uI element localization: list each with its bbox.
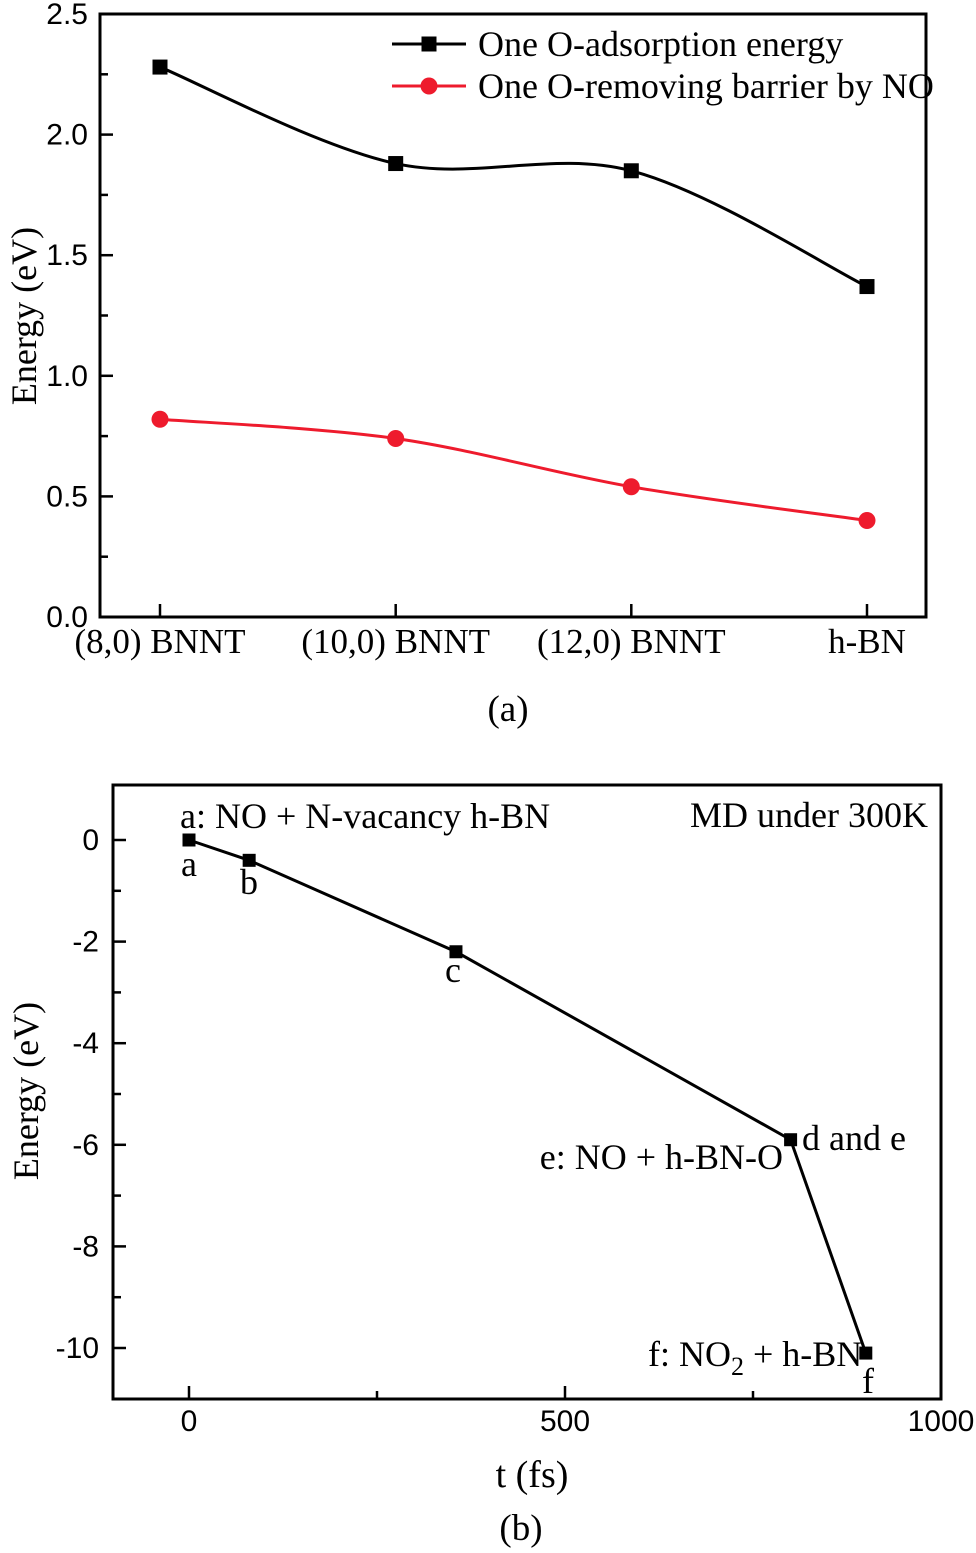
annotation-f-no2-hbn: f: NO2 + h-BN bbox=[648, 1334, 862, 1381]
panel-a-axes: 0.0 0.5 1.0 1.5 2.0 2.5 bbox=[46, 0, 928, 634]
data-point-marker bbox=[449, 945, 463, 959]
y-tick-label: -6 bbox=[72, 1129, 99, 1162]
legend-label-removing: One O-removing barrier by NO bbox=[478, 66, 934, 106]
point-label-f: f bbox=[862, 1361, 874, 1401]
y-tick-label: -10 bbox=[56, 1332, 99, 1365]
data-point-marker bbox=[152, 59, 168, 75]
y-tick-label: 1.0 bbox=[46, 360, 88, 393]
panel-a-category-h-bn: h-BN bbox=[828, 622, 906, 661]
panel-b-series bbox=[182, 833, 873, 1360]
y-tick-label: 0.0 bbox=[46, 601, 88, 634]
panel-b-y-axis-title: Energy (eV) bbox=[6, 1002, 46, 1180]
point-label-c: c bbox=[445, 950, 461, 990]
data-point-marker bbox=[784, 1133, 798, 1147]
x-tick-label: 500 bbox=[540, 1405, 590, 1438]
legend-circle-marker bbox=[420, 77, 438, 95]
data-point-marker bbox=[859, 1346, 873, 1360]
y-tick-label: -4 bbox=[72, 1027, 99, 1060]
panel-a: 0.0 0.5 1.0 1.5 2.0 2.5 Energy (eV) One O-ads… bbox=[4, 0, 934, 730]
panel-a-category-8-0-bnnt: (8,0) BNNT bbox=[74, 622, 245, 661]
panel-b-caption: (b) bbox=[499, 1508, 542, 1549]
y-tick-label: 1.5 bbox=[46, 239, 88, 272]
annotation-f-suffix: + h-BN bbox=[744, 1334, 862, 1374]
point-label-a: a bbox=[181, 844, 197, 884]
data-point-marker bbox=[388, 156, 404, 172]
panel-b: 0 -2 -4 -6 -8 -10 0 500 1000 Energy (eV) a: NO +… bbox=[6, 783, 975, 1549]
y-tick-label: 2.5 bbox=[46, 0, 88, 31]
panel-a-category-10-0-bnnt: (10,0) BNNT bbox=[301, 622, 490, 661]
panel-b-x-axis-title: t (fs) bbox=[496, 1454, 569, 1496]
panel-b-axes: 0 -2 -4 -6 -8 -10 0 500 1000 bbox=[56, 783, 975, 1438]
series-line-circle bbox=[159, 417, 868, 523]
point-label-b: b bbox=[240, 862, 258, 902]
series-line-square bbox=[159, 65, 868, 288]
plot-border bbox=[111, 783, 943, 1401]
legend-square-marker bbox=[421, 36, 437, 52]
annotation-f-subscript: 2 bbox=[731, 1352, 744, 1381]
y-tick-label: -8 bbox=[72, 1230, 99, 1263]
data-point-marker bbox=[242, 853, 256, 867]
series-line-md bbox=[188, 838, 868, 1354]
panel-a-series bbox=[151, 59, 876, 530]
panel-a-legend: One O-adsorption energy One O-removing b… bbox=[392, 24, 934, 106]
data-point-marker bbox=[151, 410, 169, 428]
x-tick-label: 1000 bbox=[908, 1405, 975, 1438]
panel-a-category-12-0-bnnt: (12,0) BNNT bbox=[537, 622, 726, 661]
data-point-marker bbox=[859, 279, 875, 295]
annotation-a-no-n-vacancy: a: NO + N-vacancy h-BN bbox=[180, 796, 550, 836]
data-point-marker bbox=[622, 478, 640, 496]
point-label-d-and-e: d and e bbox=[802, 1118, 906, 1158]
data-point-marker bbox=[182, 833, 196, 847]
y-tick-label: 0 bbox=[82, 824, 99, 857]
x-tick-label: 0 bbox=[181, 1405, 198, 1438]
data-point-marker bbox=[858, 512, 876, 530]
annotation-e-no-hbn-o: e: NO + h-BN-O bbox=[540, 1137, 783, 1177]
panel-a-caption: (a) bbox=[487, 689, 528, 730]
legend-label-adsorption: One O-adsorption energy bbox=[478, 24, 843, 64]
data-point-marker bbox=[387, 430, 405, 448]
panel-a-y-axis-title: Energy (eV) bbox=[4, 227, 44, 405]
annotation-f-prefix: f: NO bbox=[648, 1334, 731, 1374]
annotation-md-under-300k: MD under 300K bbox=[690, 795, 928, 835]
data-point-marker bbox=[623, 163, 639, 179]
y-tick-label: 2.0 bbox=[46, 119, 88, 152]
y-tick-label: 0.5 bbox=[46, 480, 88, 513]
y-tick-label: -2 bbox=[72, 926, 99, 959]
